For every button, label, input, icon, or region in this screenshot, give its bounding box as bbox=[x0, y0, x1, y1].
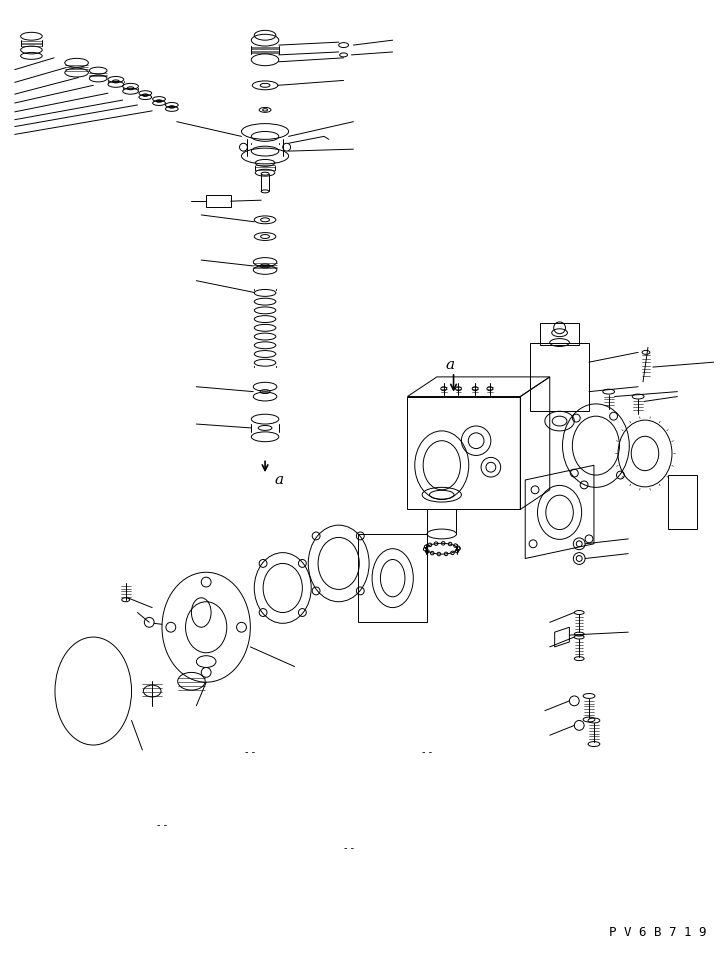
Text: - -: - - bbox=[157, 820, 167, 831]
Text: P V 6 B 7 1 9: P V 6 B 7 1 9 bbox=[608, 926, 706, 940]
Text: a: a bbox=[446, 358, 455, 372]
Bar bbox=[530, 343, 589, 411]
Bar bbox=[667, 475, 697, 529]
Text: a: a bbox=[275, 473, 284, 487]
Text: - -: - - bbox=[344, 843, 354, 853]
Text: - -: - - bbox=[422, 747, 433, 757]
Text: - -: - - bbox=[246, 747, 256, 757]
Bar bbox=[540, 323, 579, 345]
